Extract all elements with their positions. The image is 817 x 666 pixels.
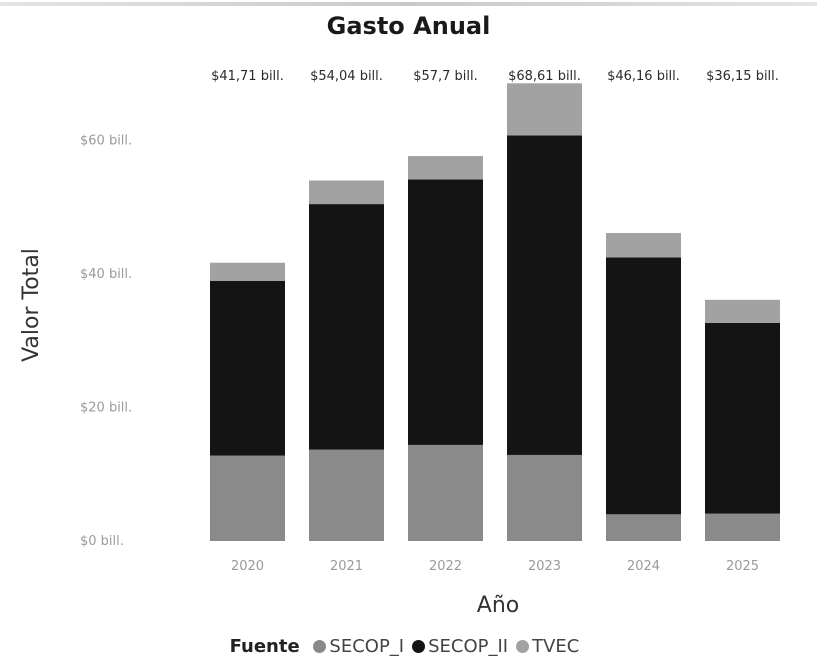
legend-marker [412, 640, 426, 653]
top-rule [0, 2, 817, 6]
x-tick-label: 2025 [726, 559, 759, 574]
chart-canvas: $0 bill. $20 bill. $40 bill. $60 bill. 2020… [19, 69, 780, 618]
y-axis: $0 bill. $20 bill. $40 bill. $60 bill. [80, 134, 132, 549]
bar-segment-secop-ii [507, 135, 582, 455]
legend-items: SECOP_I SECOP_II TVEC [313, 636, 587, 657]
bar-segment-tvec [507, 83, 582, 136]
x-tick-label: 2023 [528, 559, 561, 574]
total-label: $54,04 bill. [310, 69, 383, 84]
total-labels: $41,71 bill. $54,04 bill. $57,7 bill. $68,6… [211, 69, 779, 84]
bars [210, 83, 780, 541]
total-label: $46,16 bill. [607, 69, 680, 84]
bar-segment-secop-ii [309, 204, 384, 450]
total-label: $68,61 bill. [508, 69, 581, 84]
x-axis-title: Año [477, 593, 519, 618]
bar-segment-secop-i [210, 455, 285, 541]
legend: Fuente SECOP_I SECOP_II TVEC [0, 636, 817, 657]
legend-item-secop-i: SECOP_I [313, 636, 404, 657]
bar-segment-secop-i [309, 449, 384, 541]
bar-segment-secop-ii [408, 179, 483, 445]
bar-segment-secop-i [606, 514, 681, 541]
bar-segment-secop-ii [606, 257, 681, 515]
legend-title: Fuente [229, 636, 300, 657]
x-tick-label: 2021 [330, 559, 363, 574]
legend-marker [313, 640, 327, 653]
bar-segment-tvec [309, 180, 384, 205]
bar-segment-tvec [705, 299, 780, 323]
legend-marker [516, 640, 530, 653]
bar-segment-secop-ii [705, 322, 780, 514]
legend-label: SECOP_II [428, 636, 509, 657]
bar-segment-secop-ii [210, 280, 285, 456]
bar-segment-secop-i [408, 444, 483, 541]
legend-item-secop-ii: SECOP_II [412, 636, 508, 657]
x-tick-label: 2024 [627, 559, 660, 574]
x-tick-label: 2020 [231, 559, 264, 574]
x-tick-label: 2022 [429, 559, 462, 574]
bar-segment-tvec [210, 262, 285, 281]
y-tick-label: $40 bill. [80, 267, 132, 282]
bar-segment-secop-i [507, 454, 582, 541]
total-label: $41,71 bill. [211, 69, 284, 84]
total-label: $57,7 bill. [413, 69, 478, 84]
x-axis: 2020 2021 2022 2023 2024 2025 [231, 559, 759, 574]
legend-label: TVEC [532, 636, 580, 657]
bar-segment-tvec [606, 233, 681, 258]
total-label: $36,15 bill. [706, 69, 779, 84]
chart-title: Gasto Anual [326, 12, 491, 40]
bar-segment-tvec [408, 156, 483, 180]
bar-segment-secop-i [705, 513, 780, 541]
y-tick-label: $20 bill. [80, 401, 132, 416]
y-axis-title: Valor Total [19, 248, 44, 362]
y-tick-label: $0 bill. [80, 534, 124, 549]
y-tick-label: $60 bill. [80, 134, 132, 149]
legend-item-tvec: TVEC [516, 636, 579, 657]
legend-label: SECOP_I [329, 636, 405, 657]
